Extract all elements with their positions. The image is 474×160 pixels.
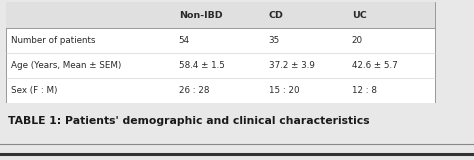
Text: 20: 20 bbox=[352, 36, 363, 45]
Bar bbox=[6, 2, 435, 103]
Text: CD: CD bbox=[269, 11, 283, 20]
Text: Sex (F : M): Sex (F : M) bbox=[11, 86, 58, 95]
Text: Non-IBD: Non-IBD bbox=[179, 11, 222, 20]
Text: 58.4 ± 1.5: 58.4 ± 1.5 bbox=[179, 61, 225, 70]
Text: Number of patients: Number of patients bbox=[11, 36, 96, 45]
Text: 37.2 ± 3.9: 37.2 ± 3.9 bbox=[269, 61, 315, 70]
Text: 15 : 20: 15 : 20 bbox=[269, 86, 300, 95]
Text: UC: UC bbox=[352, 11, 366, 20]
Text: 35: 35 bbox=[269, 36, 280, 45]
Text: 42.6 ± 5.7: 42.6 ± 5.7 bbox=[352, 61, 398, 70]
Bar bbox=[6, 2, 435, 28]
Bar bbox=[0, 103, 474, 160]
Text: 26 : 28: 26 : 28 bbox=[179, 86, 209, 95]
Text: Age (Years, Mean ± SEM): Age (Years, Mean ± SEM) bbox=[11, 61, 122, 70]
Text: 54: 54 bbox=[179, 36, 190, 45]
Text: TABLE 1: Patients' demographic and clinical characteristics: TABLE 1: Patients' demographic and clini… bbox=[8, 116, 370, 126]
Text: 12 : 8: 12 : 8 bbox=[352, 86, 377, 95]
